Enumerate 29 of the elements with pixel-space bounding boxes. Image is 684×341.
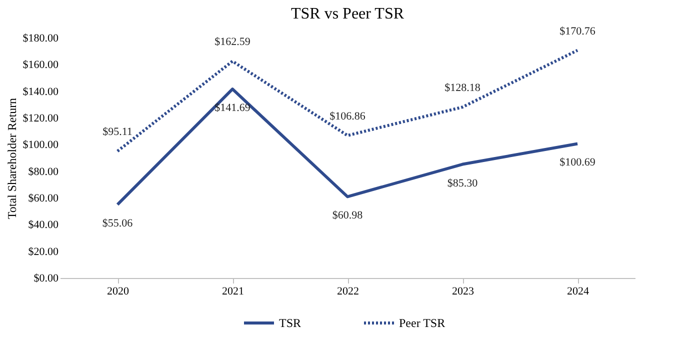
data-label: $60.98 bbox=[332, 210, 364, 222]
legend-label: TSR bbox=[279, 316, 302, 330]
x-tick-label: 2023 bbox=[452, 286, 474, 298]
data-label: $170.76 bbox=[560, 25, 596, 38]
y-tick-label: $0.00 bbox=[34, 272, 59, 284]
y-tick-label: $60.00 bbox=[28, 192, 59, 204]
data-label: $55.06 bbox=[102, 218, 134, 230]
y-tick-label: $160.00 bbox=[22, 59, 59, 72]
y-tick-label: $20.00 bbox=[28, 246, 59, 258]
x-tick-label: 2021 bbox=[222, 286, 244, 298]
data-label: $95.11 bbox=[102, 126, 132, 138]
y-tick-label: $80.00 bbox=[28, 166, 59, 178]
legend-label: Peer TSR bbox=[399, 316, 446, 330]
chart-title: TSR vs Peer TSR bbox=[290, 5, 404, 22]
data-label: $162.59 bbox=[214, 36, 251, 48]
data-label: $128.18 bbox=[444, 82, 481, 94]
data-label: $141.69 bbox=[214, 102, 251, 114]
data-label: $100.69 bbox=[560, 156, 596, 169]
y-tick-label: $140.00 bbox=[22, 86, 59, 98]
y-tick-label: $100.00 bbox=[22, 139, 59, 152]
x-tick-label: 2020 bbox=[107, 286, 130, 298]
y-tick-label: $40.00 bbox=[28, 219, 59, 232]
y-tick-label: $120.00 bbox=[22, 112, 59, 124]
data-label: $85.30 bbox=[447, 177, 478, 190]
y-tick-label: $180.00 bbox=[22, 32, 59, 44]
y-axis-title: Total Shareholder Return bbox=[4, 98, 19, 220]
x-tick-label: 2024 bbox=[567, 286, 590, 298]
data-label: $106.86 bbox=[330, 110, 366, 123]
x-tick-label: 2022 bbox=[337, 286, 359, 298]
